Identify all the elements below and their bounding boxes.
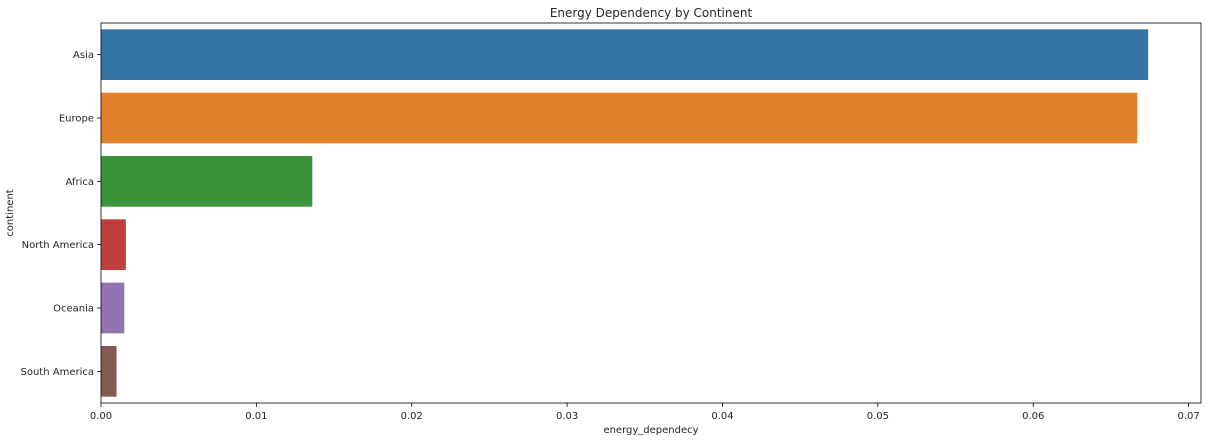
y-tick-label: Europe <box>59 114 94 125</box>
bar-africa <box>101 156 313 207</box>
x-tick-label: 0.02 <box>401 411 423 422</box>
bar-south-america <box>101 346 117 397</box>
y-tick-label: Asia <box>73 50 94 61</box>
chart-title: Energy Dependency by Continent <box>550 6 753 20</box>
x-tick-label: 0.06 <box>1022 411 1044 422</box>
plot-area-frame <box>100 22 1202 404</box>
bar-oceania <box>101 282 125 334</box>
x-tick-label: 0.00 <box>90 411 112 422</box>
y-axis-label: continent <box>5 189 16 236</box>
x-tick-label: 0.07 <box>1177 411 1199 422</box>
y-axis-ticks: Asia Europe Africa North America Oceania Sout… <box>21 50 101 378</box>
x-tick-label: 0.01 <box>245 411 267 422</box>
y-tick-label: North America <box>22 240 94 251</box>
x-tick-label: 0.04 <box>711 411 733 422</box>
y-tick-label: Africa <box>65 177 94 188</box>
x-tick-label: 0.05 <box>867 411 889 422</box>
bar-asia <box>101 29 1149 80</box>
y-tick-label: Oceania <box>53 304 94 315</box>
x-tick-label: 0.03 <box>556 411 578 422</box>
bars-group <box>101 29 1149 397</box>
x-axis-ticks: 0.00 0.01 0.02 0.03 0.04 0.05 0.06 0.07 <box>90 403 1200 422</box>
bar-north-america <box>101 219 126 270</box>
y-tick-label: South America <box>21 367 95 378</box>
x-axis-label: energy_dependecy <box>603 425 698 436</box>
bar-europe <box>101 92 1138 144</box>
